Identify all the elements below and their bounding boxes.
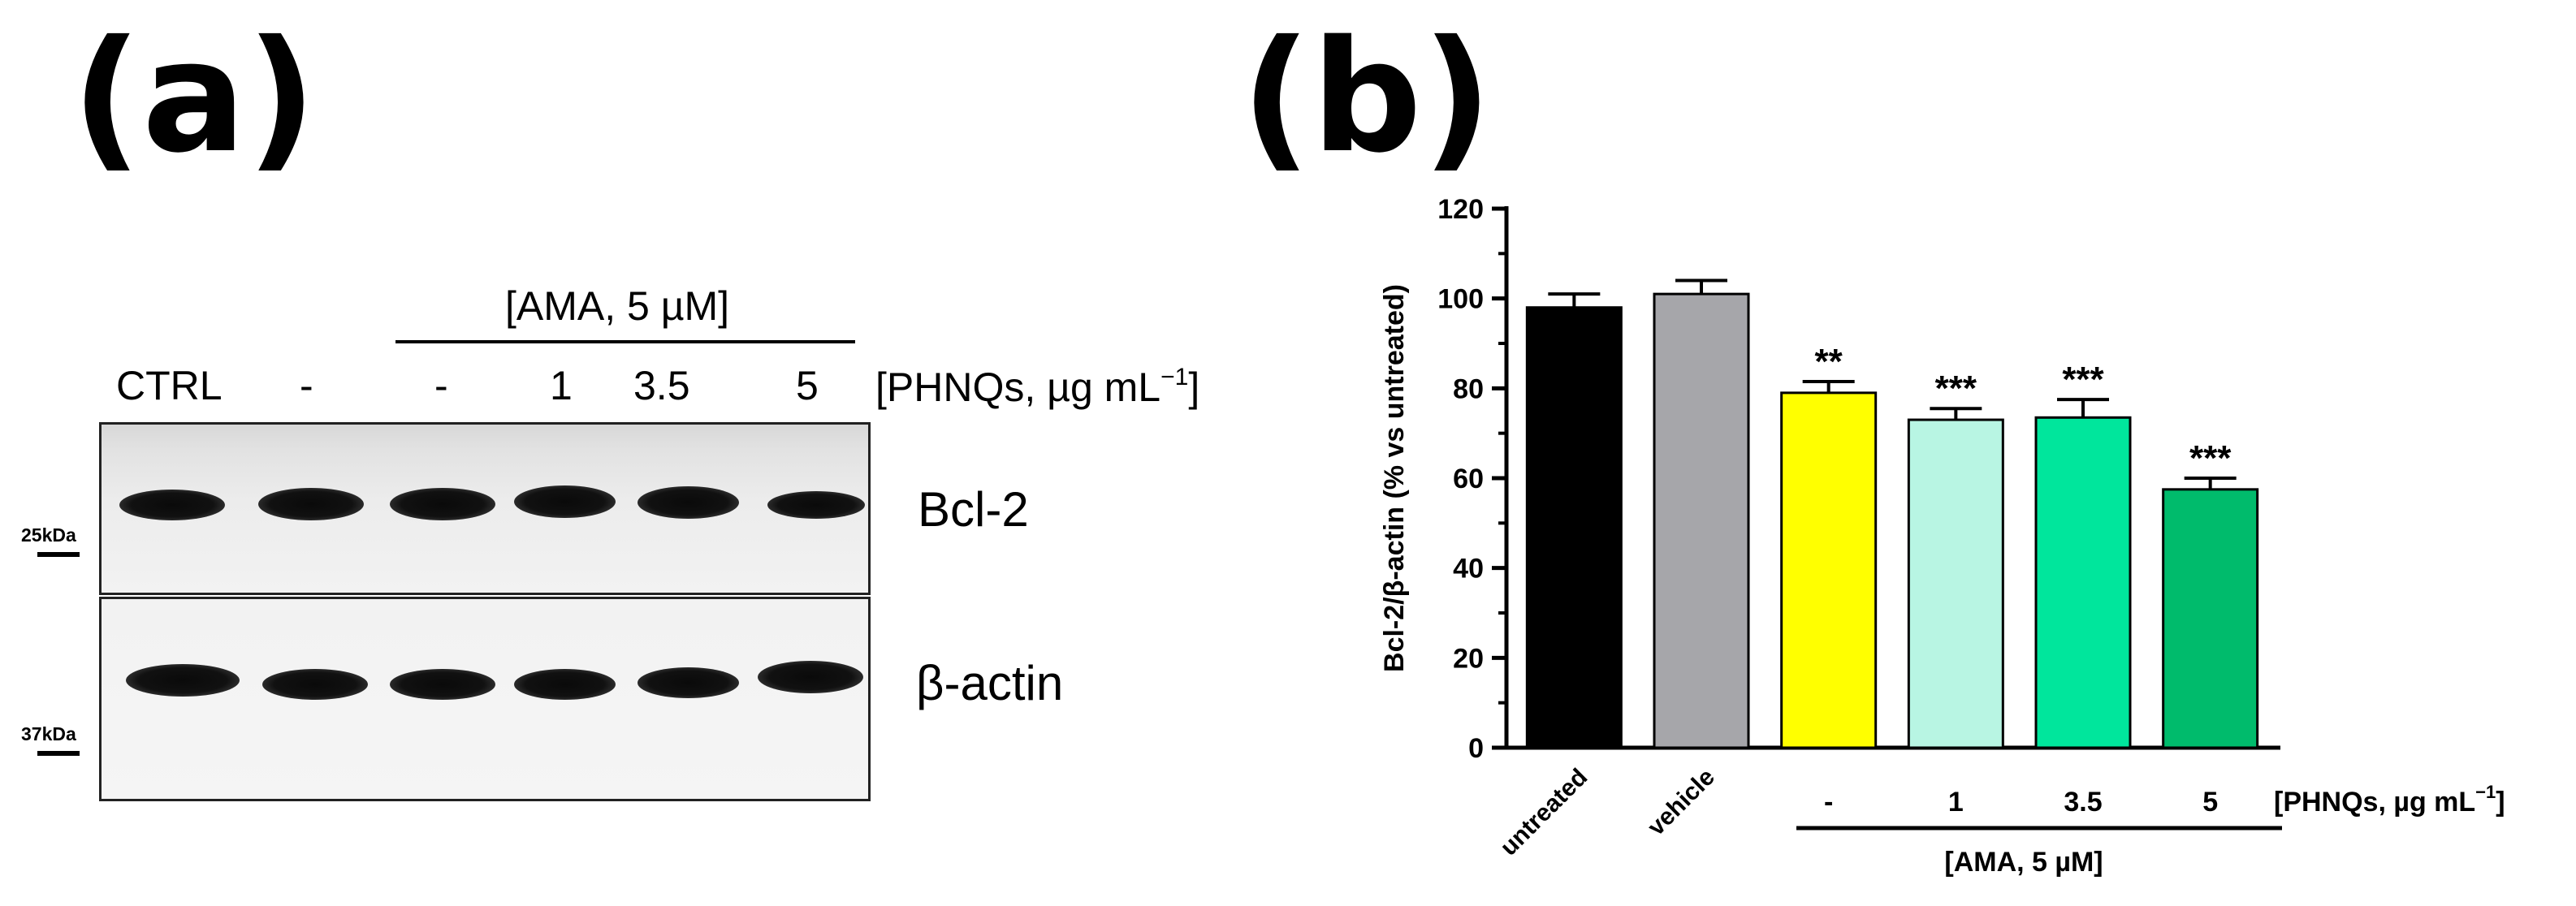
y-tick-label: 100 — [1437, 284, 1484, 315]
bar — [1653, 292, 1750, 749]
significance-label: *** — [2189, 438, 2232, 478]
bar — [1907, 418, 2004, 749]
y-axis-label: Bcl-2/β-actin (% vs untreated) — [1379, 284, 1410, 672]
band — [262, 669, 368, 700]
x-category-label: untreated — [1495, 764, 1593, 861]
wb-lane-label: 3.5 — [633, 363, 690, 408]
significance-label: ** — [1815, 342, 1843, 382]
wb-lane-label: 1 — [550, 363, 573, 408]
wb-group-line — [395, 340, 855, 343]
treatment-label: [PHNQs, µg mL−1] — [2274, 782, 2505, 818]
wb-lane-label: CTRL — [116, 363, 223, 408]
blot-bcl2 — [99, 422, 871, 595]
wb-lane-label: 5 — [796, 363, 819, 408]
band — [638, 667, 739, 698]
band — [390, 488, 495, 520]
y-tick-label: 80 — [1453, 373, 1484, 404]
significance-label: *** — [2062, 360, 2104, 399]
y-tick-label: 40 — [1453, 554, 1484, 585]
blot-beta-actin — [99, 597, 871, 801]
wb-protein-label: Bcl-2 — [918, 482, 1029, 537]
band — [514, 485, 616, 518]
bar — [2162, 488, 2259, 749]
wb-marker-tick — [37, 552, 80, 557]
band — [758, 661, 863, 693]
x-category-label: vehicle — [1643, 764, 1720, 841]
y-tick-label: 60 — [1453, 464, 1484, 494]
panel-b-label: (b) — [1241, 7, 1493, 187]
wb-treatment-label: [PHNQs, µg mL−1] — [875, 364, 1200, 410]
band — [514, 669, 616, 700]
wb-marker-label: 37kDa — [21, 723, 76, 744]
band — [767, 491, 865, 519]
band — [638, 486, 739, 519]
x-category-label: 3.5 — [2064, 787, 2102, 818]
wb-protein-label: β-actin — [916, 656, 1064, 710]
group-label: [AMA, 5 µM] — [1944, 847, 2103, 878]
wb-group-label: [AMA, 5 µM] — [505, 283, 730, 329]
bar — [2034, 416, 2132, 749]
y-tick-label: 20 — [1453, 643, 1484, 674]
wb-lane-label: - — [300, 363, 313, 408]
bar — [1780, 391, 1878, 749]
y-tick-label: 120 — [1437, 194, 1484, 225]
x-category-label: 1 — [1948, 787, 1964, 818]
x-category-label: 5 — [2202, 787, 2218, 818]
wb-marker-label: 25kDa — [21, 524, 76, 546]
band — [126, 664, 240, 697]
band — [390, 669, 495, 700]
significance-label: *** — [1935, 369, 1977, 408]
wb-lane-label: - — [434, 363, 448, 408]
band — [258, 488, 364, 520]
bar — [1525, 306, 1623, 749]
wb-marker-tick — [37, 751, 80, 756]
panel-a-label: (a) — [71, 7, 317, 187]
band — [119, 490, 225, 520]
x-category-label: - — [1824, 787, 1833, 818]
y-tick-label: 0 — [1468, 733, 1484, 764]
